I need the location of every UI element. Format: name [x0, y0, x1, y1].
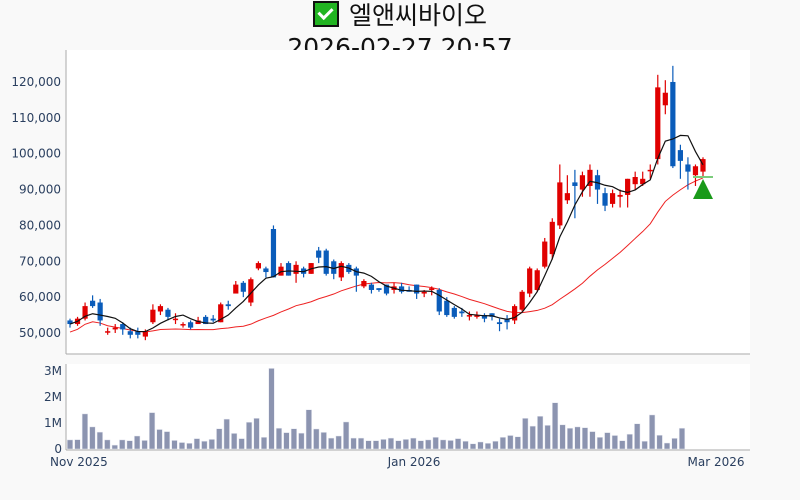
date-tick-label: Jan 2026: [387, 455, 441, 469]
price-tick-label: 100,000: [11, 147, 61, 161]
date-axis-ticks: Nov 2025 Jan 2026 Mar 2026: [50, 455, 745, 469]
volume-tick-label: 0: [54, 442, 62, 456]
price-tick-label: 120,000: [11, 75, 61, 89]
buy-signal-marker: [693, 176, 713, 200]
volume-tick-label: 1M: [44, 416, 62, 430]
price-tick-label: 70,000: [19, 254, 61, 268]
volume-bars: [66, 368, 686, 450]
price-tick-label: 80,000: [19, 218, 61, 232]
price-axis-ticks: 50,000 60,000 70,000 80,000 90,000 100,000 110…: [11, 75, 61, 340]
long-moving-average-line: [69, 177, 704, 333]
date-tick-label: Mar 2026: [688, 455, 745, 469]
price-tick-label: 50,000: [19, 326, 61, 340]
volume-tick-label: 2M: [44, 390, 62, 404]
price-tick-label: 90,000: [19, 183, 61, 197]
short-moving-average-line: [69, 134, 704, 333]
date-tick-label: Nov 2025: [50, 455, 108, 469]
green-check-icon: [312, 1, 339, 27]
chart-title-line: 엘앤씨바이오: [0, 0, 800, 32]
volume-axis-ticks: 0 1M 2M 3M: [44, 364, 62, 456]
price-tick-label: 110,000: [11, 111, 61, 125]
price-plot-area: [66, 50, 750, 354]
price-tick-label: 60,000: [19, 290, 61, 304]
stock-name: 엘앤씨바이오: [348, 1, 487, 30]
volume-tick-label: 3M: [44, 364, 62, 378]
